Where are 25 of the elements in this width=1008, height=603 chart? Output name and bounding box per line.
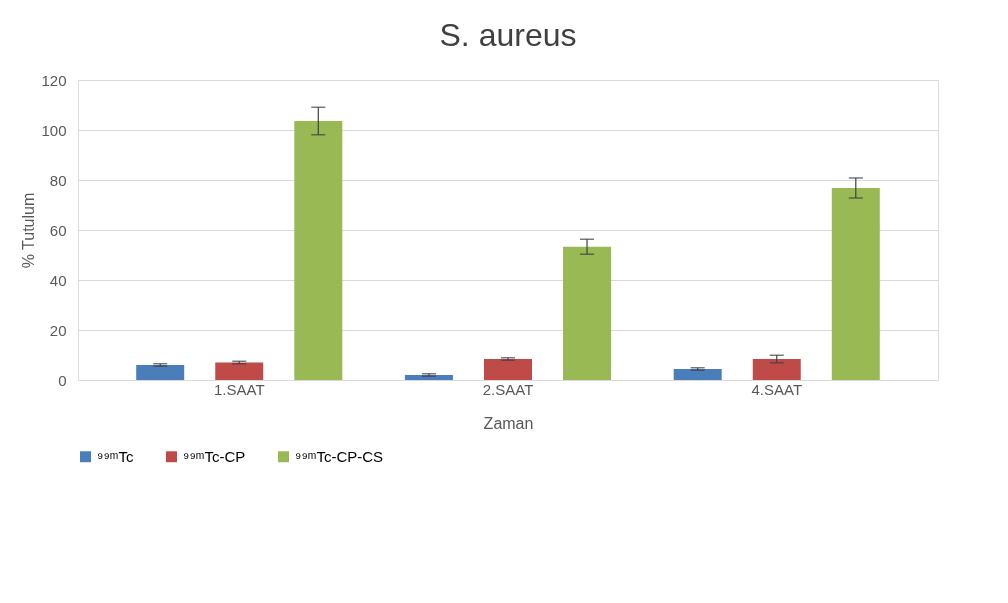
y-tick-label: 120 <box>41 71 67 89</box>
y-tick-label: 60 <box>49 221 67 239</box>
y-tick-label: 0 <box>58 371 67 389</box>
legend-label: ⁹⁹ᵐTc <box>97 447 134 465</box>
legend-label: ⁹⁹ᵐTc-CP-CS <box>295 447 384 465</box>
chart-title: S. aureus <box>439 17 577 53</box>
bar <box>673 369 722 380</box>
bar <box>831 188 880 380</box>
bar <box>136 365 185 380</box>
x-axis-title: Zaman <box>483 414 534 432</box>
bar <box>294 121 343 380</box>
y-tick-label: 80 <box>49 171 67 189</box>
bar <box>484 359 532 380</box>
legend-label: ⁹⁹ᵐTc-CP <box>183 447 246 465</box>
x-tick-label: 2.SAAT <box>482 380 534 398</box>
y-tick-label: 100 <box>41 121 67 139</box>
bar <box>404 375 453 380</box>
bar <box>563 246 612 380</box>
bar <box>752 359 801 380</box>
bar <box>215 362 264 380</box>
x-tick-label: 1.SAAT <box>213 380 265 398</box>
y-tick-label: 40 <box>49 271 67 289</box>
y-tick-label: 20 <box>49 321 67 339</box>
y-axis-title: % Tutulum <box>20 192 38 269</box>
x-tick-label: 4.SAAT <box>751 380 803 398</box>
